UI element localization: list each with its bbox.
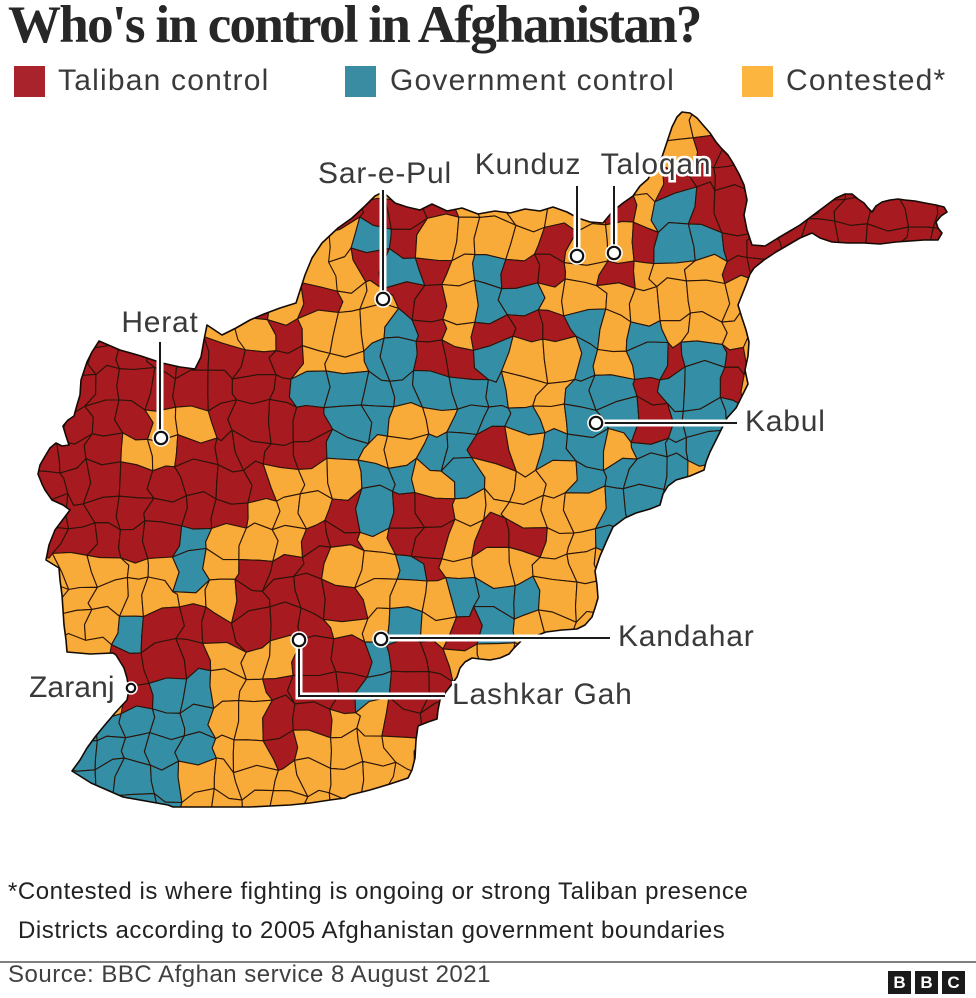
- svg-text:Lashkar Gah: Lashkar Gah: [452, 678, 633, 711]
- svg-text:Herat: Herat: [121, 306, 198, 339]
- svg-text:Taloqan: Taloqan: [601, 148, 712, 181]
- svg-text:Kunduz: Kunduz: [475, 148, 582, 181]
- svg-text:Kandahar: Kandahar: [618, 620, 755, 653]
- svg-text:Sar-e-Pul: Sar-e-Pul: [318, 157, 452, 190]
- svg-text:Zaranj: Zaranj: [29, 671, 115, 704]
- svg-text:Kabul: Kabul: [745, 405, 826, 438]
